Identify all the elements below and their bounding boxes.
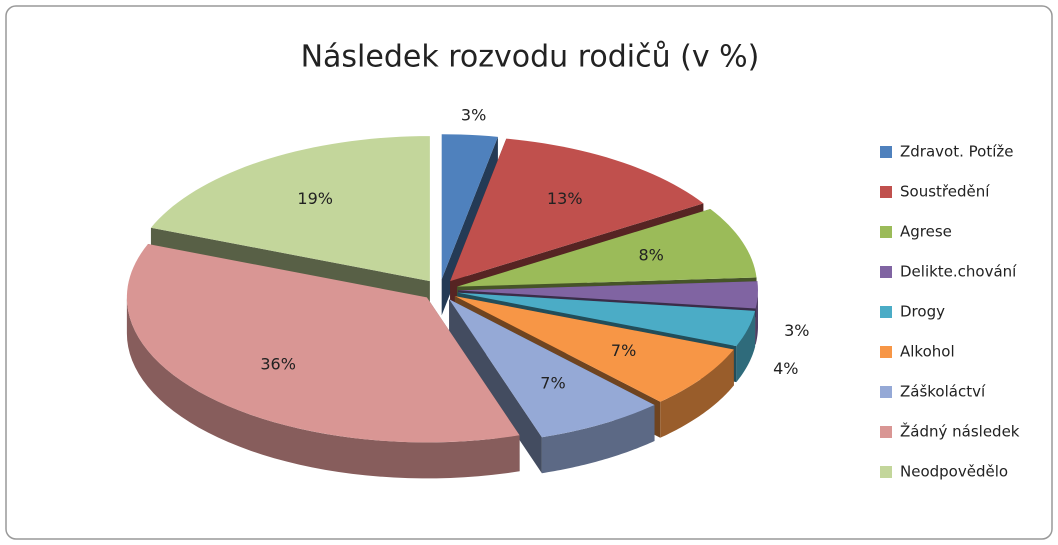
data-label: 3%: [461, 106, 486, 125]
slice-wall: [541, 404, 655, 474]
slice-wall: [660, 349, 734, 438]
data-label: 36%: [260, 354, 296, 373]
legend-swatch: [880, 266, 892, 278]
legend-label: Drogy: [900, 303, 945, 321]
data-label: 3%: [784, 321, 809, 340]
slice-wall: [736, 310, 756, 383]
chart-title: Následek rozvodu rodičů (v %): [301, 40, 760, 75]
legend-label: Alkohol: [900, 343, 955, 361]
slice: [457, 292, 756, 347]
legend-swatch: [880, 306, 892, 318]
legend-swatch: [880, 346, 892, 358]
legend-label: Žádný následek: [900, 422, 1020, 441]
legend-swatch: [880, 226, 892, 238]
data-label: 13%: [547, 189, 583, 208]
legend-swatch: [880, 186, 892, 198]
legend-label: Neodpovědělo: [900, 463, 1008, 481]
legend-swatch: [880, 426, 892, 438]
slice-wall: [126, 297, 520, 479]
slice: [150, 136, 430, 282]
slice: [449, 299, 655, 438]
slice: [457, 281, 758, 309]
slice: [457, 208, 757, 287]
legend-label: Agrese: [900, 223, 952, 241]
data-label: 4%: [773, 359, 798, 378]
slice: [450, 138, 704, 282]
data-label: 8%: [638, 246, 663, 265]
data-label: 7%: [540, 374, 565, 393]
data-label: 7%: [611, 341, 636, 360]
slice-wall: [755, 290, 758, 345]
legend-label: Soustředění: [900, 183, 990, 201]
legend-swatch: [880, 146, 892, 158]
slice: [454, 296, 734, 402]
legend-label: Zdravot. Potíže: [900, 143, 1013, 161]
legend-label: Delikte.chování: [900, 263, 1017, 281]
legend-swatch: [880, 386, 892, 398]
legend-label: Záškoláctví: [900, 383, 986, 401]
slice: [441, 134, 498, 280]
slice-side: [449, 299, 542, 474]
legend-swatch: [880, 466, 892, 478]
slice: [126, 244, 520, 443]
data-label: 19%: [297, 189, 333, 208]
